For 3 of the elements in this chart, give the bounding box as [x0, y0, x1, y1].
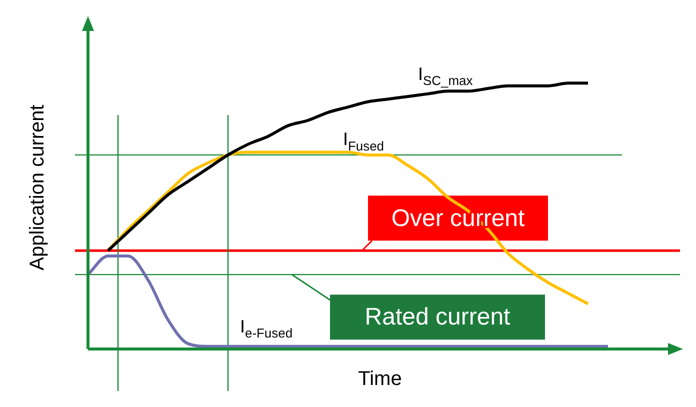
ref-line-label: Rated current: [364, 304, 511, 331]
y-axis-title: Application current: [26, 104, 50, 272]
x-axis-title: Time: [357, 368, 403, 391]
